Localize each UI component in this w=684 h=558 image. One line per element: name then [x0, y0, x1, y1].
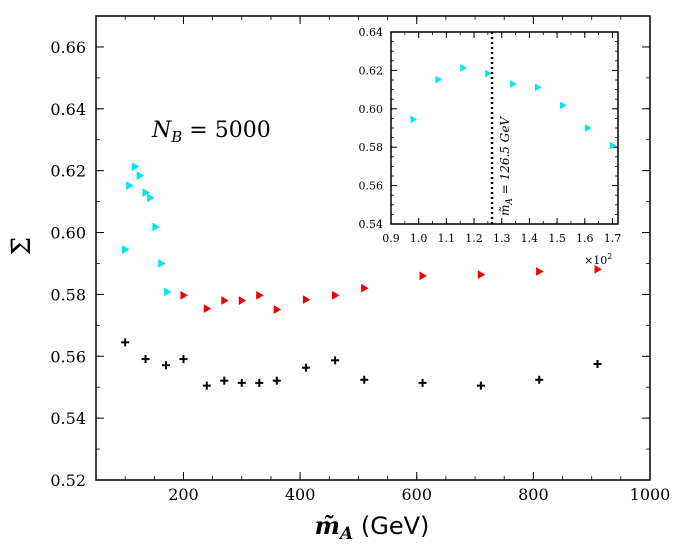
main-y-tick-label: 0.54 [50, 409, 86, 428]
annotation-symbol: N [151, 118, 172, 143]
reference-label-value: = 126.5 GeV [498, 116, 512, 199]
main-data-point-triangle [302, 295, 311, 305]
main-data-point-cross [202, 381, 211, 390]
annotation-value: = 5000 [182, 118, 270, 143]
main-plot-frame [95, 15, 651, 481]
main-data-point-cross [476, 381, 485, 390]
inset-x-tick-label: 1.4 [521, 232, 539, 245]
inset-data-point-triangle [609, 141, 617, 150]
inset-x-tick-label: 1.0 [410, 232, 428, 245]
main-data-point-cross [360, 375, 369, 384]
main-data-point-triangle [142, 188, 151, 198]
inset-reference-line-label: m̃A = 126.5 GeV [498, 116, 515, 216]
main-data-marks [121, 162, 603, 390]
inset-x-multiplier-base: ×10 [584, 254, 607, 267]
sample-size-annotation: NB = 5000 [151, 118, 271, 146]
inset-data-point-triangle [559, 101, 567, 110]
main-y-tick-label: 0.56 [50, 347, 86, 366]
main-data-point-cross [161, 361, 170, 370]
inset-x-multiplier: ×102 [584, 252, 612, 267]
main-x-tick-label: 1000 [630, 485, 671, 504]
main-data-point-triangle [132, 162, 140, 172]
main-y-tick-label: 0.52 [50, 471, 86, 490]
inset-data-point-triangle [460, 63, 467, 72]
inset-x-tick-label: 1.5 [548, 232, 566, 245]
main-data-point-triangle [419, 271, 428, 281]
main-data-point-cross [331, 356, 340, 365]
main-data-point-triangle [594, 264, 603, 274]
main-data-point-triangle [203, 304, 212, 314]
main-data-point-triangle [256, 290, 264, 300]
x-axis-label-subscript: A [338, 524, 353, 544]
inset-data-point-triangle [410, 115, 418, 124]
main-y-tick-label: 0.64 [50, 100, 86, 119]
main-data-point-triangle [221, 296, 229, 306]
inset-plot-frame [390, 31, 619, 225]
reference-label-subscript: A [505, 198, 515, 206]
main-data-point-triangle [147, 193, 155, 203]
annotation-subscript: B [170, 128, 182, 146]
main-data-point-triangle [122, 245, 130, 254]
main-y-tick-label: 0.62 [50, 162, 86, 181]
main-data-point-cross [535, 375, 544, 384]
main-data-point-triangle [126, 181, 134, 190]
main-data-point-triangle [477, 270, 486, 280]
main-data-point-cross [220, 376, 229, 385]
inset-y-tick-label: 0.64 [359, 26, 384, 39]
inset-data-point-triangle [584, 124, 592, 132]
main-data-point-triangle [180, 290, 188, 300]
main-data-point-triangle [152, 222, 160, 232]
inset-y-tick-label: 0.62 [359, 64, 384, 77]
main-data-point-triangle [136, 171, 145, 181]
main-axes: 200 400 600 800 1000 0.52 0.54 0.56 0.58 0.60 0.62… [50, 15, 671, 504]
main-data-point-cross [141, 355, 150, 364]
reference-label-symbol: m̃ [498, 205, 512, 216]
inset-y-tick-label: 0.58 [359, 141, 384, 154]
inset-x-tick-label: 1.1 [438, 232, 456, 245]
main-data-point-cross [179, 355, 188, 364]
x-axis-label: m̃A (GeV) [315, 511, 430, 544]
main-x-tick-label: 200 [168, 485, 199, 504]
main-x-tick-label: 400 [285, 485, 316, 504]
inset-data-point-triangle [485, 69, 492, 78]
inset-data-point-triangle [435, 75, 443, 84]
main-y-tick-label: 0.66 [50, 38, 86, 57]
inset-background [391, 32, 618, 224]
main-data-point-triangle [273, 305, 282, 314]
main-x-tick-label: 800 [518, 485, 549, 504]
main-y-tick-label: 0.58 [50, 285, 86, 304]
inset-data-marks [410, 63, 617, 150]
main-data-point-cross [301, 363, 310, 372]
inset-x-tick-label: 0.9 [382, 232, 400, 245]
inset-data-point-triangle [535, 83, 542, 92]
y-axis-label: Σ̄ [7, 237, 37, 255]
inset-y-tick-label: 0.56 [359, 180, 384, 193]
inset-x-multiplier-exponent: 2 [607, 252, 612, 261]
main-y-tick-label: 0.60 [50, 224, 86, 243]
inset-x-tick-label: 1.7 [604, 232, 622, 245]
x-axis-label-symbol: m̃ [315, 511, 340, 540]
main-data-point-triangle [158, 259, 166, 268]
inset-x-tick-label: 1.6 [576, 232, 594, 245]
main-data-point-cross [255, 378, 264, 387]
x-axis-label-unit: (GeV) [353, 512, 429, 540]
main-data-point-triangle [361, 283, 369, 293]
main-data-point-triangle [238, 296, 247, 306]
main-data-point-triangle [536, 267, 544, 276]
main-data-point-cross [418, 378, 427, 387]
main-data-point-cross [237, 378, 246, 387]
main-data-point-cross [593, 360, 602, 368]
inset-x-tick-label: 1.2 [465, 232, 483, 245]
inset-x-tick-label: 1.3 [493, 232, 511, 245]
inset-y-tick-label: 0.60 [359, 103, 384, 116]
main-data-point-cross [272, 376, 281, 385]
inset-data-point-triangle [510, 80, 517, 88]
main-data-point-cross [121, 338, 130, 347]
main-data-point-triangle [164, 287, 172, 297]
inset-y-tick-label: 0.54 [359, 218, 384, 231]
main-data-point-triangle [332, 290, 340, 300]
main-x-tick-label: 600 [401, 485, 432, 504]
